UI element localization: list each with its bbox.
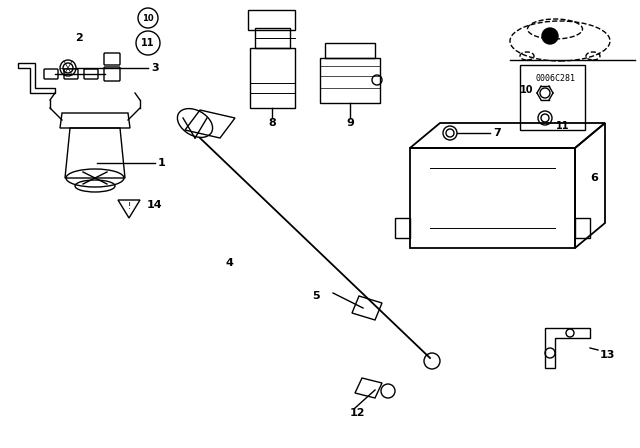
Text: 0006C281: 0006C281 (535, 73, 575, 82)
Text: 12: 12 (349, 408, 365, 418)
Text: 5: 5 (312, 291, 320, 301)
Circle shape (542, 28, 558, 44)
Text: 4: 4 (225, 258, 233, 268)
Text: 11: 11 (556, 121, 570, 131)
Text: 1: 1 (158, 158, 166, 168)
Text: !: ! (127, 202, 131, 211)
Text: 10: 10 (520, 85, 533, 95)
Text: 7: 7 (493, 128, 500, 138)
Text: 3: 3 (151, 63, 159, 73)
Bar (410, 148, 575, 248)
Text: 9: 9 (346, 118, 354, 128)
Bar (320, 58, 380, 103)
Text: 2: 2 (75, 33, 83, 43)
Text: 10: 10 (142, 13, 154, 22)
Text: 14: 14 (147, 200, 163, 210)
Bar (250, 48, 295, 108)
Text: 13: 13 (600, 350, 616, 360)
Text: 6: 6 (590, 173, 598, 183)
Bar (520, 65, 585, 130)
Text: 11: 11 (141, 38, 155, 48)
Text: 8: 8 (268, 118, 276, 128)
